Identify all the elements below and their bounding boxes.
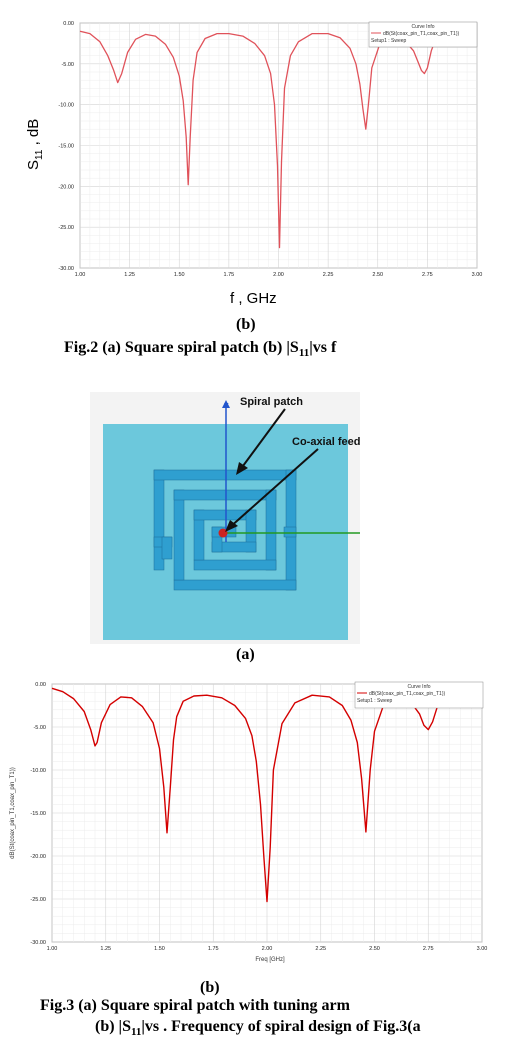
fig3-caption-line2: (b) |S11|vs . Frequency of spiral design… [95, 1018, 421, 1039]
y-tick-label: 0.00 [35, 682, 46, 688]
y-axis-title-sub: 11 [34, 149, 45, 160]
fig2-sub-label: (b) [236, 316, 256, 333]
y-tick-label: 0.00 [63, 21, 74, 27]
y-axis-title-tail: , dB [25, 119, 42, 150]
x-tick-label: 2.00 [273, 272, 284, 278]
y-tick-label: -5.00 [33, 725, 46, 731]
legend-setup: Setup1 : Sweep [357, 698, 393, 704]
fig3-a-label: (a) [236, 646, 255, 663]
y-tick-label: -10.00 [30, 768, 46, 774]
y-tick-label: -10.00 [58, 103, 74, 109]
feed-pointer-arrow [228, 448, 319, 529]
x-tick-label: 2.25 [323, 272, 334, 278]
y-tick-label: -15.00 [58, 144, 74, 150]
y-tick-label: -30.00 [58, 266, 74, 272]
spiral-patch-diagram: Y X Spiral patch Co-axial feed [90, 392, 360, 644]
x-tick-label: 2.50 [372, 272, 383, 278]
y-tick-label: -20.00 [58, 184, 74, 190]
series-line [51, 687, 444, 903]
legend-title: Curve Info [407, 684, 430, 690]
y-axis-label: Y [224, 403, 229, 410]
x-tick-label: 2.50 [369, 946, 380, 952]
x-tick-label: 1.00 [75, 272, 86, 278]
y-axis-title-main: S [25, 160, 42, 170]
coaxial-feed-label: Co-axial feed [292, 436, 360, 448]
legend-setup: Setup1 : Sweep [371, 38, 407, 44]
legend-title: Curve Info [411, 24, 434, 30]
chart-s11-fig3: 0.00-5.00-10.00-15.00-20.00-25.00-30.001… [10, 681, 488, 963]
square-spiral-patch [153, 469, 297, 591]
legend-box [354, 681, 484, 709]
chart-s11-fig2: 0.00-5.00-10.00-15.00-20.00-25.00-30.001… [25, 21, 483, 307]
x-tick-label: 1.25 [124, 272, 135, 278]
y-tick-label: -30.00 [30, 940, 46, 946]
y-axis-title: dB(St(coax_pin_T1,coax_pin_T1)) [10, 767, 16, 858]
x-tick-label: 1.25 [100, 946, 111, 952]
spiral-patch-label: Spiral patch [240, 396, 303, 408]
x-tick-label: 1.50 [174, 272, 185, 278]
x-tick-label: 2.75 [423, 946, 434, 952]
y-axis-title: S11 , dB [25, 119, 45, 170]
y-axis-arrow [222, 400, 230, 408]
y-tick-label: -25.00 [30, 897, 46, 903]
legend-entry: dB(St(coax_pin_T1,coax_pin_T1)) [369, 691, 445, 697]
x-tick-label: 2.75 [422, 272, 433, 278]
x-tick-label: 2.00 [262, 946, 273, 952]
spiral-pointer-head [236, 462, 248, 475]
x-axis-title: Freq [GHz] [255, 957, 285, 963]
x-axis-title: f , GHz [230, 290, 277, 307]
x-tick-label: 1.50 [154, 946, 165, 952]
y-tick-label: -25.00 [58, 225, 74, 231]
x-tick-label: 1.00 [47, 946, 58, 952]
y-tick-label: -5.00 [61, 62, 74, 68]
fig3-caption-line1: Fig.3 (a) Square spiral patch with tunin… [40, 997, 350, 1014]
feed-pointer-head [225, 520, 238, 532]
fig2-caption: Fig.2 (a) Square spiral patch (b) |S11|v… [64, 339, 337, 360]
y-tick-label: -20.00 [30, 854, 46, 860]
x-tick-label: 2.25 [315, 946, 326, 952]
legend-entry: dB(St(coax_pin_T1,coax_pin_T1)) [383, 31, 459, 37]
spiral-pointer-arrow [239, 408, 286, 471]
fig3-b-label: (b) [200, 979, 220, 996]
y-tick-label: -15.00 [30, 811, 46, 817]
legend-box [368, 21, 478, 48]
x-tick-label: 3.00 [477, 946, 488, 952]
x-tick-label: 3.00 [472, 272, 483, 278]
x-tick-label: 1.75 [208, 946, 219, 952]
coaxial-feed-point [218, 528, 228, 538]
x-tick-label: 1.75 [224, 272, 235, 278]
